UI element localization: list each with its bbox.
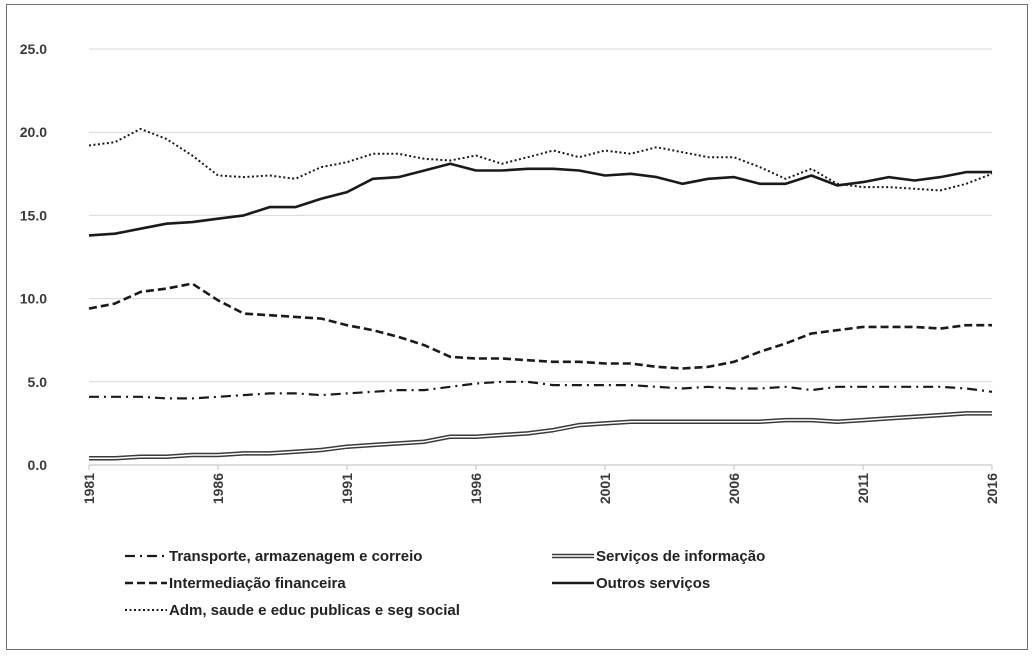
legend: Transporte, armazenagem e correio Serviço… [125, 548, 765, 619]
series-line-0 [89, 380, 993, 400]
y-tick-label: 0.0 [28, 457, 48, 473]
series-lines [88, 127, 993, 461]
x-axis [88, 464, 993, 470]
legend-label: Transporte, armazenagem e correio [169, 548, 422, 565]
y-axis-tick-labels: 0.0 5.0 10.0 15.0 20.0 25.0 [20, 41, 47, 473]
x-axis-tick-labels: 1981 1986 1991 1996 2001 2006 2011 2016 [81, 473, 1000, 504]
legend-label: Serviços de informação [596, 548, 765, 565]
legend-label: Intermediação financeira [169, 575, 346, 592]
x-tick-label: 1986 [210, 473, 226, 504]
line-chart: 0.0 5.0 10.0 15.0 20.0 25.0 1981 1986 1991 1996 2… [20, 41, 1000, 619]
y-tick-label: 10.0 [20, 291, 47, 307]
series-line-4 [88, 127, 993, 192]
legend-entry: Serviços de informação [552, 548, 765, 565]
series-line-2 [88, 282, 992, 370]
x-tick-label: 2001 [597, 473, 613, 504]
x-tick-label: 2006 [726, 473, 742, 504]
y-tick-label: 25.0 [20, 41, 47, 57]
x-tick-label: 1991 [339, 473, 355, 504]
legend-entry: Intermediação financeira [125, 575, 346, 592]
legend-label: Adm, saude e educ publicas e seg social [169, 602, 460, 619]
chart-frame: 0.0 5.0 10.0 15.0 20.0 25.0 1981 1986 1991 1996 2… [6, 4, 1028, 650]
legend-entry: Adm, saude e educ publicas e seg social [125, 602, 460, 619]
legend-label: Outros serviços [596, 575, 710, 592]
x-tick-label: 1996 [468, 473, 484, 504]
y-tick-label: 15.0 [20, 207, 47, 223]
y-tick-label: 20.0 [20, 124, 47, 140]
gridlines [89, 48, 992, 383]
series-line-1 [89, 411, 992, 461]
y-tick-label: 5.0 [28, 374, 48, 390]
legend-entry: Transporte, armazenagem e correio [125, 548, 422, 565]
series-line-3 [88, 162, 992, 237]
x-tick-label: 1981 [81, 473, 97, 504]
x-tick-label: 2016 [984, 473, 1000, 504]
legend-entry: Outros serviços [552, 575, 710, 592]
x-tick-label: 2011 [855, 473, 871, 504]
